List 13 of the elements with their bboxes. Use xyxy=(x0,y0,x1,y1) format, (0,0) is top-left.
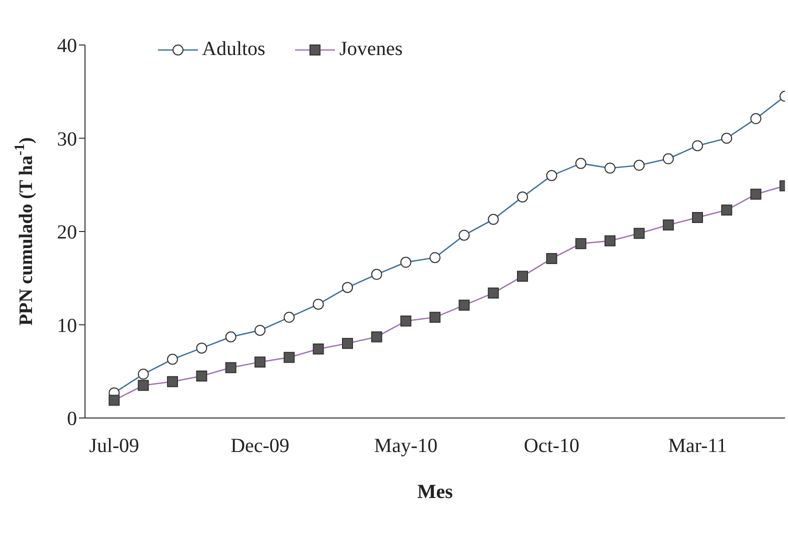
x-tick-label: Oct-10 xyxy=(524,435,580,458)
x-tick-label: Mar-11 xyxy=(668,435,727,458)
y-tick-label: 20 xyxy=(57,222,77,244)
legend-label: Jovenes xyxy=(339,38,403,61)
y-tick-label: 0 xyxy=(67,408,77,430)
y-tick-label: 10 xyxy=(57,314,77,337)
x-axis-title: Mes xyxy=(417,481,453,503)
y-tick-label: 40 xyxy=(57,35,77,58)
y-tick-label: 30 xyxy=(57,128,77,150)
x-tick-label: Dec-09 xyxy=(230,435,290,458)
x-tick-label: Jul-09 xyxy=(89,435,140,458)
legend-label: Adultos xyxy=(202,38,266,61)
x-tick-label: May-10 xyxy=(374,435,438,458)
